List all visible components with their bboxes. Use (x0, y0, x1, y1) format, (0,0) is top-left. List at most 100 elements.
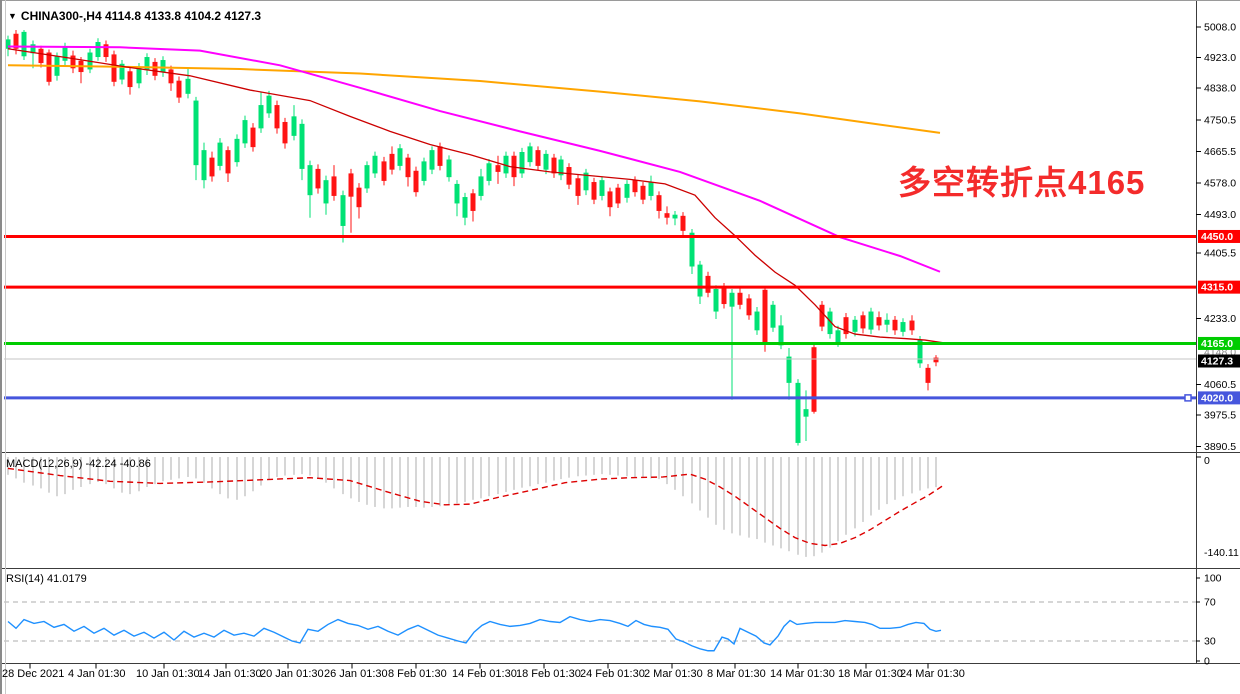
date-label: 14 Feb 01:30 (452, 668, 517, 680)
hline-drag-handle[interactable] (1184, 394, 1192, 402)
candle-body (454, 183, 460, 204)
candle-body (607, 191, 613, 208)
symbol-title: ▼ CHINA300-,H4 4114.8 4133.8 4104.2 4127.… (8, 9, 261, 23)
ma-red (7, 48, 946, 344)
price-tick-label: 4750.5 (1204, 115, 1236, 127)
candle-body (495, 165, 501, 172)
candle-body (446, 159, 452, 178)
price-axis[interactable]: 5008.0 4923.0 4838.0 4750.5 4665.5 4578.0 4493… (1196, 22, 1240, 668)
candle-body (705, 275, 711, 293)
candle-body (144, 57, 150, 71)
candle-body (892, 319, 898, 331)
candle-body (737, 292, 743, 305)
date-label: 14 Jan 01:30 (198, 668, 262, 680)
date-label: 26 Jan 01:30 (324, 668, 388, 680)
candle-body (575, 178, 581, 196)
candle-body (38, 48, 44, 64)
price-tick-label: 4665.5 (1204, 146, 1236, 158)
candle-body (770, 304, 776, 328)
candle-body (843, 317, 849, 335)
candle-body (583, 172, 589, 191)
date-label: 20 Jan 01:30 (260, 668, 324, 680)
candle-body (127, 71, 133, 88)
candle-body (185, 78, 191, 94)
date-label: 8 Feb 01:30 (388, 668, 447, 680)
candle-body (299, 123, 305, 169)
date-label: 18 Feb 01:30 (516, 668, 581, 680)
rsi-tick-label: 30 (1204, 636, 1216, 648)
candle-body (713, 289, 719, 312)
date-label: 10 Jan 01:30 (136, 668, 200, 680)
candle-body (860, 315, 866, 329)
candle-body (680, 215, 686, 231)
candle-body (511, 155, 517, 178)
candle-body (21, 31, 27, 57)
candle-body (933, 357, 939, 363)
price-badge (1198, 336, 1240, 350)
candle-body (478, 176, 484, 196)
price-badge-label: 4127.3 (1201, 356, 1233, 368)
price-tick-label: 4405.5 (1204, 248, 1236, 260)
candle-body (624, 183, 630, 198)
price-badge-label: 4165.0 (1201, 338, 1233, 350)
symbol-dropdown-icon[interactable]: ▼ (8, 11, 17, 21)
macd-histogram (7, 457, 937, 557)
candle-body (30, 44, 36, 54)
candle-body (795, 382, 801, 443)
candle-body (152, 61, 158, 76)
candle-body (364, 165, 370, 189)
candle-body (827, 311, 833, 335)
candle-body (437, 146, 443, 166)
candle-body (819, 304, 825, 327)
candle-body (754, 311, 760, 331)
candle-body (429, 150, 435, 170)
main-price-panel[interactable] (4, 30, 1196, 446)
candle-body (46, 52, 52, 82)
candle-body (852, 319, 858, 332)
candle-body (356, 187, 362, 208)
annotation-text[interactable]: 多空转折点4165 (898, 164, 1146, 201)
candle-body (868, 311, 874, 330)
candle-body (876, 317, 882, 326)
price-tick-label: 4923.0 (1204, 52, 1236, 64)
date-label: 18 Mar 01:30 (838, 668, 903, 680)
candle-body (250, 127, 256, 148)
candle-body (729, 292, 735, 307)
candle-body (909, 320, 915, 331)
candle-body (811, 347, 817, 412)
price-tick-label: 3975.5 (1204, 410, 1236, 422)
price-badge-label: 4315.0 (1201, 282, 1233, 294)
candle-body (664, 213, 670, 218)
candle-body (242, 120, 248, 144)
date-label: 4 Jan 01:30 (68, 668, 126, 680)
symbol-ohlc-text: CHINA300-,H4 4114.8 4133.8 4104.2 4127.3 (20, 9, 262, 23)
rsi-panel[interactable] (4, 601, 1196, 652)
candle-body (470, 193, 476, 211)
macd-signal-line (7, 467, 943, 547)
candle-body (615, 187, 621, 204)
candle-body (405, 157, 411, 178)
candle-body (558, 159, 564, 176)
candle-body (527, 146, 533, 163)
candle-body (535, 150, 541, 166)
candle-body (266, 95, 272, 114)
macd-panel[interactable] (7, 457, 943, 557)
candle-body (160, 60, 166, 73)
candle-body (217, 142, 223, 166)
candle-body (389, 153, 395, 170)
candle-body (486, 163, 492, 181)
price-tick-label: 4838.0 (1204, 83, 1236, 95)
candle-body (697, 264, 703, 297)
candle-body (282, 121, 288, 144)
date-label: 8 Mar 01:30 (707, 668, 766, 680)
price-tick-label: 4578.0 (1204, 178, 1236, 190)
candle-body (925, 367, 931, 383)
price-badge-label: 4020.0 (1201, 392, 1233, 404)
candle-body (119, 63, 125, 80)
candle-body (168, 69, 174, 84)
candle-body (103, 44, 109, 58)
candle-body (762, 289, 768, 345)
